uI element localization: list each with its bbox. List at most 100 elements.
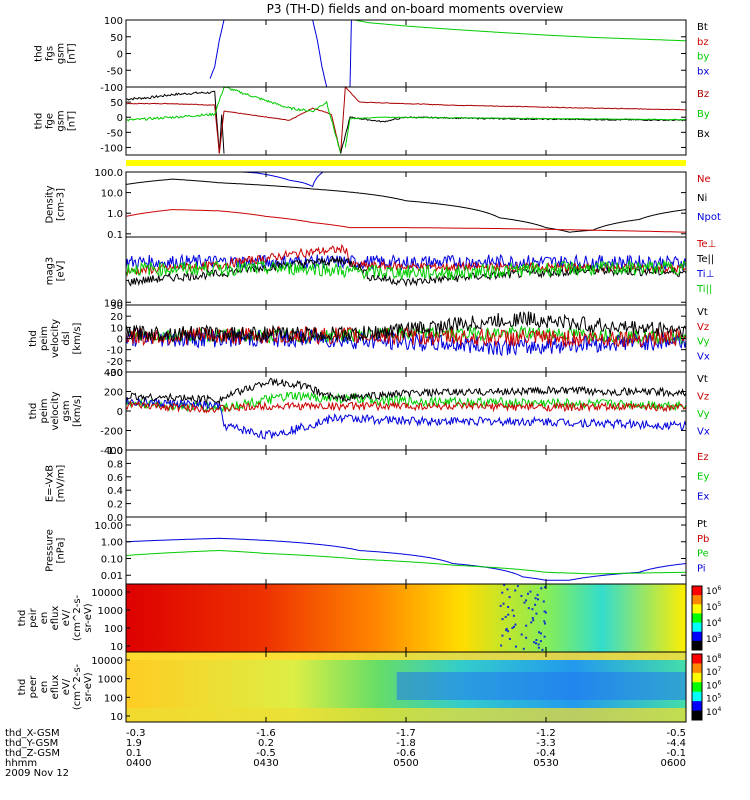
- panel-frame: [125, 449, 687, 518]
- colorbar-segment: [692, 604, 702, 614]
- y-tick-label: 1000: [98, 675, 123, 686]
- colorbar-segment: [692, 682, 702, 693]
- spectrogram-speckle: [544, 622, 547, 625]
- spectrogram-speckle: [503, 584, 506, 586]
- colorbar-segment: [692, 654, 702, 664]
- spectrogram-speckle: [541, 648, 544, 651]
- spectrogram-speckle: [543, 635, 546, 638]
- ephemeris-value: -1.7: [396, 728, 416, 739]
- ephemeris-value: 0500: [393, 758, 418, 769]
- spectrogram-speckle: [502, 602, 505, 605]
- spectrogram-speckle: [500, 644, 503, 647]
- y-tick-label: 50: [110, 33, 123, 44]
- colorbar-segment: [692, 613, 702, 624]
- legend-Vt: Vt: [697, 307, 708, 318]
- colorbar-segment: [692, 631, 702, 642]
- legend-bx: bx: [697, 66, 709, 77]
- y-axis-label: gsm: [56, 43, 67, 64]
- legend-Pi: Pi: [697, 563, 706, 574]
- y-tick-label: 0.8: [107, 459, 123, 470]
- y-tick-label: 1.00: [101, 538, 123, 549]
- colorbar-label: 106: [706, 585, 721, 597]
- y-axis-label: [nT]: [67, 43, 78, 63]
- ephemeris-value: -1.2: [536, 728, 556, 739]
- colorbar-segment: [692, 622, 702, 633]
- ephemeris-table: thd_X-GSM -0.3 -1.6 -1.7 -1.2 -0.5 thd_Y-GSM 1.…: [5, 728, 686, 769]
- spectrogram-image: [126, 584, 686, 652]
- y-axis-label: velocity: [50, 391, 61, 430]
- ephemeris-value: 0430: [253, 758, 278, 769]
- spectrogram-speckle: [506, 588, 509, 591]
- y-axis-label: thd: [28, 330, 39, 347]
- spectrogram-speckle: [501, 591, 504, 594]
- legend-bz: bz: [697, 37, 709, 48]
- series-Bz: [125, 86, 687, 154]
- ephemeris-row-label: thd_Y-GSM: [5, 738, 58, 749]
- spectrogram-speckle: [531, 617, 534, 619]
- y-axis-label: fgs: [45, 46, 56, 61]
- spectrogram-speckle: [540, 587, 543, 590]
- legend-Bz: Bz: [697, 89, 709, 100]
- ephemeris-value: -0.4: [536, 748, 556, 759]
- y-tick-label: 10: [110, 323, 123, 334]
- y-tick-label: 0.6: [107, 473, 123, 484]
- y-axis-label: [eV]: [56, 261, 67, 282]
- y-tick-label: 0.4: [107, 486, 123, 497]
- y-tick-label: 0: [117, 113, 123, 124]
- legend-By: By: [697, 109, 710, 120]
- y-tick-label: 20: [110, 312, 123, 323]
- legend-Vt: Vt: [697, 374, 708, 385]
- spectrogram-speckle: [520, 595, 523, 597]
- spectrogram-speckle: [525, 599, 528, 602]
- spectrogram-core: [396, 672, 686, 700]
- y-tick-label: 100: [104, 298, 123, 309]
- date-label: 2009 Nov 12: [5, 768, 69, 779]
- spectrogram-speckle: [543, 620, 546, 623]
- y-tick-label: 100.0: [94, 168, 123, 179]
- y-tick-label: 100: [104, 16, 123, 27]
- ephemeris-value: -4.4: [666, 738, 686, 749]
- y-tick-label: -50: [107, 66, 123, 77]
- panel-density: 100.0 10.0 1.0 0.1 Density [cm-3] Ne Ni Npot: [45, 168, 721, 241]
- panel-temperature: 100 mag3 [eV] Te⊥ Te|| Ti⊥ Ti||: [45, 236, 716, 309]
- y-axis-label: [km/s]: [72, 395, 83, 427]
- colorbar-segment: [692, 710, 702, 721]
- legend-Pe: Pe: [697, 549, 709, 560]
- series-By: [125, 86, 342, 154]
- spectrogram-speckle: [508, 596, 511, 599]
- legend-by: by: [697, 52, 709, 63]
- y-axis-label: thd: [34, 45, 45, 62]
- y-axis-label: en: [39, 612, 50, 625]
- spectrogram-speckle: [507, 630, 510, 633]
- legend-Ex: Ex: [697, 491, 709, 502]
- spectrogram-speckle: [539, 640, 542, 643]
- y-axis-label: eV/: [61, 609, 72, 626]
- colorbar-label: 105: [706, 693, 721, 705]
- spectrogram-speckle: [533, 641, 536, 644]
- y-tick-label: -400: [100, 446, 123, 457]
- spectrogram-speckle: [512, 614, 515, 617]
- y-tick-label: -20: [107, 357, 123, 368]
- spectrogram-speckle: [542, 600, 545, 603]
- spectrogram-speckle: [534, 603, 537, 606]
- y-axis-label: (cm^2-s-: [72, 663, 83, 710]
- y-tick-label: 10000: [91, 588, 123, 599]
- legend-Vz: Vz: [697, 322, 709, 333]
- spectrogram-speckle: [535, 639, 538, 641]
- y-axis-label: gsm: [61, 400, 72, 421]
- panel-velocity-gsm: 400 200 0 -200 -400 thd peim velocity gsm [km/s] V…: [28, 368, 710, 457]
- colorbar-segment: [692, 663, 702, 674]
- colorbar-segment: [692, 691, 702, 702]
- legend-Ne: Ne: [697, 174, 711, 185]
- colorbar-label: 104: [706, 617, 721, 629]
- y-axis-label: en: [39, 681, 50, 694]
- spectrogram-speckle: [534, 597, 537, 600]
- y-axis-label: velocity: [50, 319, 61, 358]
- legend-Ni: Ni: [697, 193, 707, 204]
- ephemeris-row-label: hhmm: [5, 758, 37, 769]
- y-axis-label: thd: [17, 679, 28, 696]
- panel-frame: [125, 19, 687, 88]
